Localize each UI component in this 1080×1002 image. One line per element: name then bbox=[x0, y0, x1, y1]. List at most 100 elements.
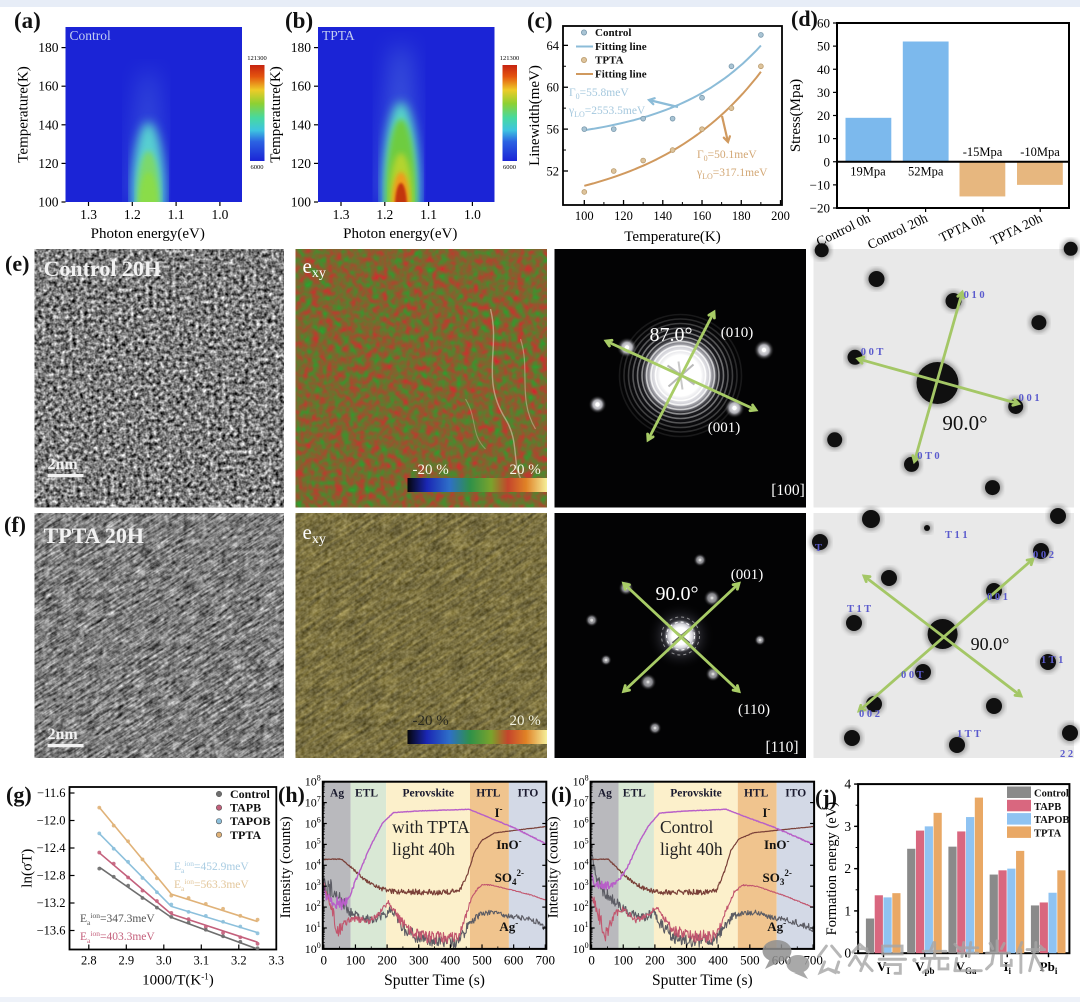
svg-text:3: 3 bbox=[844, 819, 851, 834]
svg-text:ln(σT): ln(σT) bbox=[20, 849, 36, 888]
svg-text:-20 %: -20 % bbox=[413, 713, 449, 729]
svg-text:(h): (h) bbox=[278, 782, 305, 807]
svg-text:Ag: Ag bbox=[598, 788, 612, 800]
svg-text:107: 107 bbox=[305, 795, 321, 810]
svg-text:108: 108 bbox=[573, 774, 589, 789]
svg-text:Sputter Time (s): Sputter Time (s) bbox=[652, 972, 753, 989]
svg-text:Temperature(K): Temperature(K) bbox=[624, 229, 720, 245]
svg-text:HTL: HTL bbox=[744, 788, 769, 800]
svg-text:Intensity (counts): Intensity (counts) bbox=[278, 816, 294, 918]
svg-text:140: 140 bbox=[653, 209, 672, 223]
svg-text:HTL: HTL bbox=[476, 788, 501, 800]
svg-text:3.1: 3.1 bbox=[193, 954, 209, 968]
svg-text:180: 180 bbox=[291, 40, 312, 55]
svg-text:60: 60 bbox=[817, 16, 830, 31]
svg-text:100: 100 bbox=[38, 195, 59, 210]
svg-text:107: 107 bbox=[573, 795, 589, 810]
svg-text:TPTA 20H: TPTA 20H bbox=[44, 523, 144, 548]
svg-text:1.1: 1.1 bbox=[168, 207, 185, 222]
svg-text:19Mpa: 19Mpa bbox=[850, 165, 886, 179]
svg-text:1: 1 bbox=[844, 903, 851, 918]
svg-text:Perovskite: Perovskite bbox=[670, 788, 722, 800]
svg-text:Pbi: Pbi bbox=[1040, 959, 1058, 976]
svg-text:Photon energy(eV): Photon energy(eV) bbox=[91, 226, 205, 242]
svg-text:0: 0 bbox=[844, 946, 851, 961]
svg-text:100: 100 bbox=[346, 952, 366, 967]
svg-text:TAPB: TAPB bbox=[1034, 802, 1061, 813]
svg-text:1.1: 1.1 bbox=[420, 207, 437, 222]
svg-text:3.0: 3.0 bbox=[156, 954, 172, 968]
svg-text:−13.2: −13.2 bbox=[37, 896, 66, 910]
svg-text:200: 200 bbox=[377, 952, 397, 967]
svg-text:-20 %: -20 % bbox=[413, 462, 449, 478]
svg-text:103: 103 bbox=[305, 878, 321, 893]
svg-text:106: 106 bbox=[573, 816, 589, 831]
svg-text:1.3: 1.3 bbox=[80, 207, 97, 222]
svg-text:Stress(Mpa): Stress(Mpa) bbox=[788, 79, 804, 152]
svg-text:light 40h: light 40h bbox=[660, 839, 723, 859]
svg-text:20: 20 bbox=[817, 108, 830, 123]
svg-text:Linewidth(meV): Linewidth(meV) bbox=[527, 65, 543, 166]
svg-text:(f): (f) bbox=[4, 512, 26, 537]
svg-text:InO-: InO- bbox=[496, 836, 521, 852]
svg-text:with TPTA: with TPTA bbox=[392, 817, 470, 837]
svg-text:100: 100 bbox=[575, 209, 594, 223]
svg-text:(j): (j) bbox=[815, 785, 837, 810]
svg-text:102: 102 bbox=[305, 899, 321, 914]
svg-text:-10Mpa: -10Mpa bbox=[1020, 145, 1060, 159]
svg-text:TPTA: TPTA bbox=[1034, 828, 1062, 839]
svg-text:120: 120 bbox=[291, 156, 312, 171]
svg-text:30: 30 bbox=[817, 85, 830, 100]
svg-text:6000: 6000 bbox=[251, 164, 264, 171]
svg-text:(e): (e) bbox=[5, 251, 29, 276]
svg-text:60: 60 bbox=[547, 81, 560, 95]
svg-text:108: 108 bbox=[305, 774, 321, 789]
svg-text:(b): (b) bbox=[285, 8, 313, 33]
svg-text:2.8: 2.8 bbox=[81, 954, 97, 968]
svg-text:1.2: 1.2 bbox=[376, 207, 393, 222]
svg-text:105: 105 bbox=[573, 836, 589, 851]
svg-text:ETL: ETL bbox=[623, 788, 646, 800]
svg-text:105: 105 bbox=[305, 836, 321, 851]
svg-text:160: 160 bbox=[291, 79, 312, 94]
svg-text:γLO=317.1meV: γLO=317.1meV bbox=[696, 167, 768, 181]
svg-text:10: 10 bbox=[817, 131, 830, 146]
svg-text:Ag-: Ag- bbox=[499, 918, 518, 934]
svg-text:87.0°: 87.0° bbox=[650, 324, 693, 346]
svg-text:101: 101 bbox=[305, 920, 321, 935]
svg-text:Intensity (counts): Intensity (counts) bbox=[546, 816, 562, 918]
svg-text:−12.4: −12.4 bbox=[37, 841, 67, 855]
svg-text:VGa: VGa bbox=[956, 959, 977, 976]
svg-text:InO-: InO- bbox=[764, 836, 789, 852]
svg-text:−10: −10 bbox=[810, 177, 830, 192]
svg-text:light 40h: light 40h bbox=[392, 839, 455, 859]
svg-text:50: 50 bbox=[817, 39, 830, 54]
svg-text:Control: Control bbox=[230, 787, 270, 801]
svg-text:40: 40 bbox=[817, 62, 830, 77]
svg-text:(i): (i) bbox=[551, 782, 572, 807]
svg-text:1000/T(K-1): 1000/T(K-1) bbox=[142, 972, 214, 989]
svg-text:(c): (c) bbox=[527, 8, 553, 33]
svg-text:90.0°: 90.0° bbox=[656, 583, 699, 605]
svg-text:0 0 1: 0 0 1 bbox=[1019, 393, 1040, 404]
svg-text:160: 160 bbox=[38, 79, 59, 94]
svg-text:400: 400 bbox=[441, 952, 461, 967]
svg-text:140: 140 bbox=[291, 117, 312, 132]
svg-text:(a): (a) bbox=[14, 8, 41, 33]
svg-text:2 2: 2 2 bbox=[1060, 749, 1073, 760]
svg-text:300: 300 bbox=[677, 952, 697, 967]
svg-text:102: 102 bbox=[573, 899, 589, 914]
svg-text:3.2: 3.2 bbox=[231, 954, 247, 968]
svg-text:1.3: 1.3 bbox=[333, 207, 350, 222]
svg-text:−13.6: −13.6 bbox=[37, 924, 66, 938]
svg-text:500: 500 bbox=[472, 952, 492, 967]
svg-text:1 T T: 1 T T bbox=[957, 729, 981, 740]
svg-text:Temperature(K): Temperature(K) bbox=[268, 66, 284, 162]
svg-text:(010): (010) bbox=[721, 325, 754, 341]
svg-text:106: 106 bbox=[305, 816, 321, 831]
svg-text:0 0 2: 0 0 2 bbox=[1033, 550, 1054, 561]
svg-text:100: 100 bbox=[305, 941, 321, 956]
svg-text:Formation energy (eV): Formation energy (eV) bbox=[824, 802, 840, 936]
svg-text:−12.8: −12.8 bbox=[37, 869, 66, 883]
svg-text:120: 120 bbox=[38, 156, 59, 171]
